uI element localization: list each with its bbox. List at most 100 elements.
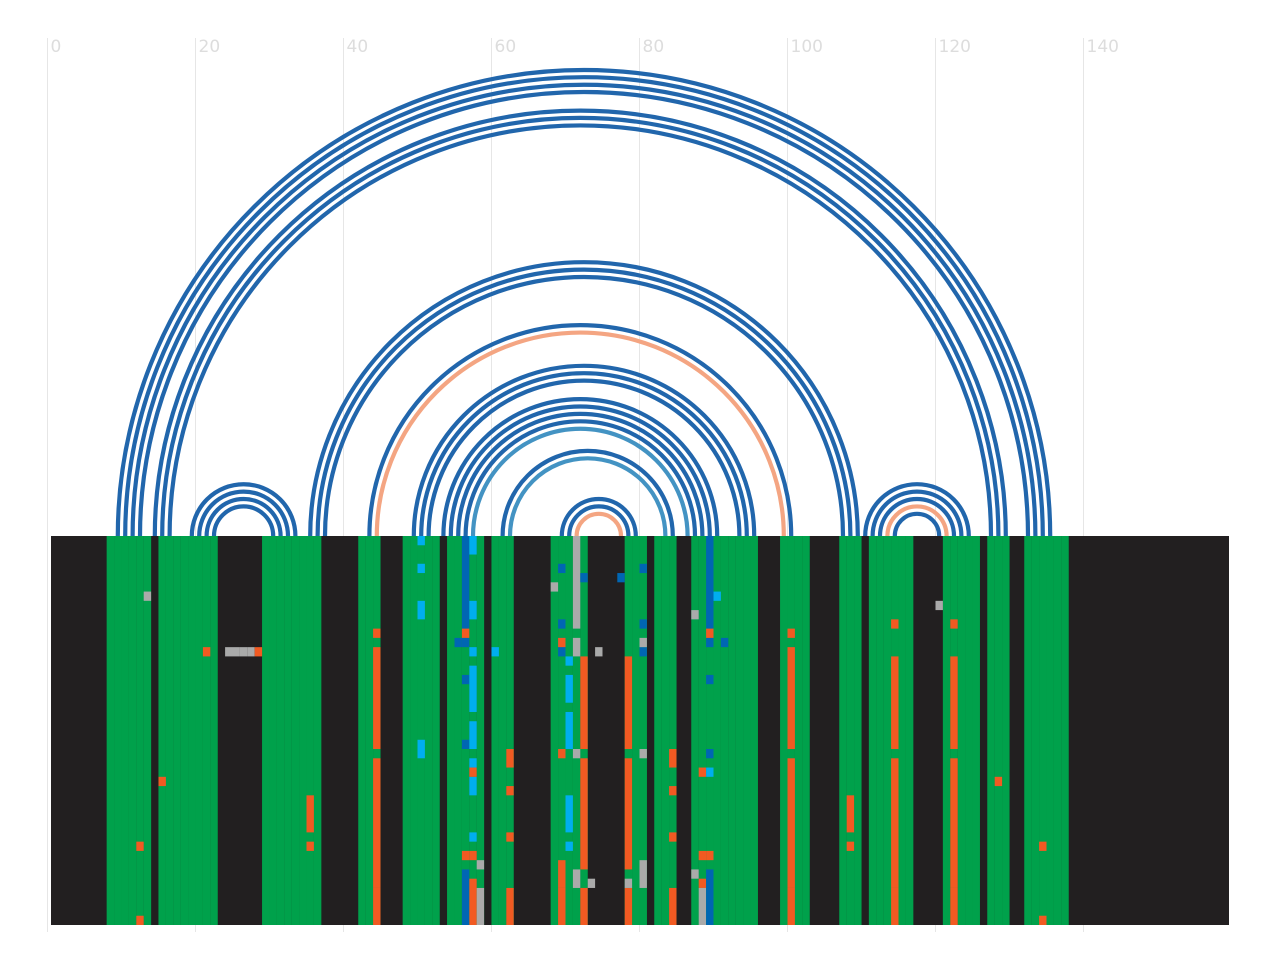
variant-cell-74-0 bbox=[595, 647, 603, 657]
match-column-62 bbox=[506, 536, 514, 925]
variant-cell-122-3 bbox=[950, 887, 958, 925]
variant-cell-80-2 bbox=[639, 647, 647, 657]
match-column-128 bbox=[994, 536, 1003, 925]
match-column-17 bbox=[173, 536, 181, 925]
variant-cell-56-0 bbox=[461, 628, 470, 638]
arc-62-83 bbox=[507, 456, 668, 537]
variant-cell-114-2 bbox=[891, 758, 899, 888]
arc-112-122 bbox=[877, 496, 957, 537]
variant-cell-57-7 bbox=[469, 832, 477, 842]
variant-cell-77-0 bbox=[617, 573, 625, 583]
variant-cell-88-2 bbox=[698, 878, 707, 888]
match-column-135 bbox=[1046, 536, 1054, 925]
arc-54-89 bbox=[448, 404, 712, 537]
match-column-30 bbox=[269, 536, 277, 925]
match-column-79 bbox=[632, 536, 640, 925]
match-column-107 bbox=[839, 536, 847, 925]
arc-35-109 bbox=[308, 260, 860, 537]
match-column-90 bbox=[713, 536, 721, 925]
match-column-10 bbox=[121, 536, 129, 925]
variant-cell-69-3 bbox=[558, 887, 566, 925]
variant-cell-55-0 bbox=[454, 637, 462, 648]
base-pair-arcs bbox=[115, 67, 1053, 537]
match-column-127 bbox=[987, 536, 995, 925]
arc-69-79 bbox=[559, 496, 638, 537]
match-column-12 bbox=[136, 536, 144, 925]
variant-cell-114-1 bbox=[891, 656, 899, 750]
arc-49-95 bbox=[411, 363, 757, 537]
variant-cell-72-0 bbox=[580, 656, 588, 750]
variant-cell-56-4 bbox=[461, 869, 470, 925]
variant-cell-100-1 bbox=[787, 647, 795, 750]
variant-cell-44-2 bbox=[373, 758, 381, 888]
variant-cell-57-0 bbox=[469, 536, 477, 555]
variant-cell-122-2 bbox=[950, 758, 958, 888]
variant-cell-62-0 bbox=[506, 749, 514, 768]
tick-label-80: 80 bbox=[643, 37, 665, 57]
variant-cell-58-1 bbox=[476, 887, 485, 925]
match-column-13 bbox=[143, 536, 152, 925]
variant-cell-21-0 bbox=[202, 647, 211, 657]
arc-61-84 bbox=[500, 448, 675, 537]
arc-20-32 bbox=[197, 489, 291, 537]
variant-cell-89-0 bbox=[706, 536, 714, 629]
match-column-48 bbox=[402, 536, 411, 925]
variant-cell-56-1 bbox=[461, 637, 470, 648]
variant-cell-44-1 bbox=[373, 647, 381, 750]
variant-cell-108-0 bbox=[846, 795, 855, 833]
variant-cell-57-6 bbox=[469, 776, 477, 796]
match-column-124 bbox=[965, 536, 973, 925]
variant-cell-89-1 bbox=[706, 637, 714, 648]
variant-cell-57-2 bbox=[469, 878, 477, 925]
variant-cell-50-2 bbox=[417, 600, 425, 620]
match-column-133 bbox=[1031, 536, 1040, 925]
arc-14-129 bbox=[152, 108, 1008, 537]
variant-cell-72-1 bbox=[580, 758, 588, 870]
arc-110-124 bbox=[863, 482, 971, 537]
match-column-52 bbox=[432, 536, 440, 925]
variant-cell-73-0 bbox=[587, 878, 596, 888]
match-column-54 bbox=[447, 536, 455, 925]
variant-cell-12-1 bbox=[136, 915, 144, 925]
variant-cell-84-2 bbox=[669, 832, 677, 842]
tick-label-0: 0 bbox=[51, 37, 62, 57]
variant-cell-90-0 bbox=[713, 591, 721, 601]
arc-12-132 bbox=[137, 89, 1031, 537]
match-column-111 bbox=[868, 536, 877, 925]
match-column-88 bbox=[698, 536, 707, 925]
match-column-68 bbox=[550, 536, 559, 925]
variant-cell-57-0 bbox=[469, 767, 477, 777]
arc-111-123 bbox=[870, 489, 964, 537]
match-column-18 bbox=[180, 536, 189, 925]
tick-label-120: 120 bbox=[939, 37, 971, 57]
variant-cell-50-0 bbox=[417, 536, 425, 546]
variant-cell-87-0 bbox=[691, 610, 699, 620]
variant-cell-89-2 bbox=[706, 674, 714, 685]
match-column-20 bbox=[195, 536, 203, 925]
variant-cell-71-0 bbox=[572, 536, 581, 629]
match-column-22 bbox=[210, 536, 218, 925]
variant-cell-108-1 bbox=[846, 841, 855, 851]
variant-cell-27-0 bbox=[247, 647, 255, 657]
variant-cell-57-2 bbox=[469, 647, 477, 657]
tick-label-20: 20 bbox=[199, 37, 221, 57]
arc-55-88 bbox=[456, 411, 705, 537]
arc-36-108 bbox=[315, 267, 853, 537]
variant-cell-100-3 bbox=[787, 887, 795, 925]
variant-cell-62-1 bbox=[506, 786, 514, 796]
match-column-61 bbox=[498, 536, 507, 925]
variant-cell-114-3 bbox=[891, 887, 899, 925]
match-column-32 bbox=[284, 536, 292, 925]
variant-cell-12-0 bbox=[136, 841, 144, 851]
match-column-51 bbox=[424, 536, 433, 925]
variant-cell-69-0 bbox=[558, 637, 566, 648]
variant-cell-57-1 bbox=[469, 850, 477, 861]
arc-37-107 bbox=[322, 274, 846, 537]
variant-cell-80-2 bbox=[639, 860, 647, 888]
match-column-16 bbox=[165, 536, 174, 925]
arc-43-100 bbox=[367, 323, 794, 537]
match-column-9 bbox=[114, 536, 122, 925]
variant-cell-35-1 bbox=[306, 841, 314, 851]
match-column-58 bbox=[476, 536, 485, 925]
arc-21-31 bbox=[204, 496, 283, 537]
